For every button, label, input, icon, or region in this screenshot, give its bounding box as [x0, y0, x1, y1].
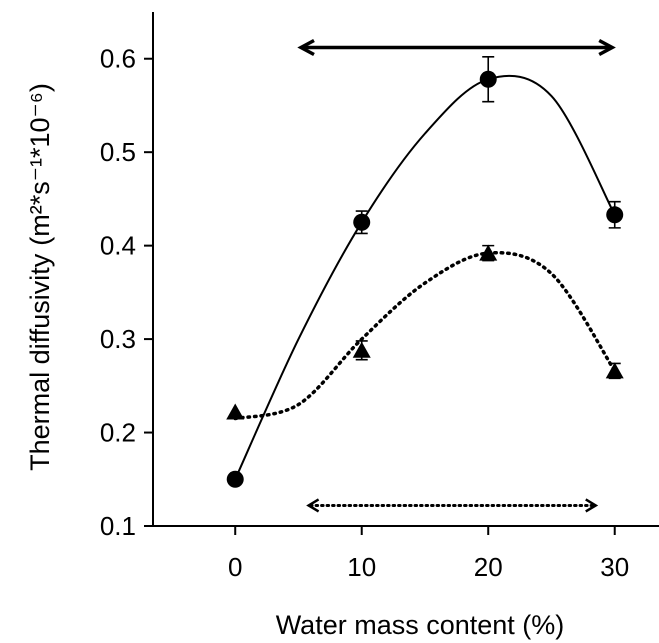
x-tick-label-3: 30 — [600, 552, 629, 582]
point-triangle-2 — [479, 244, 498, 261]
y-tick-labels: 0.1 0.2 0.3 0.4 0.5 0.6 — [100, 44, 136, 541]
tick-marks — [144, 57, 616, 535]
axes — [152, 12, 659, 527]
y-axis-title: Thermal diffusivity (m²*s⁻¹*10⁻⁶) — [25, 83, 55, 471]
range-arrow-head-left-1 — [306, 498, 320, 513]
fit-curves — [233, 74, 617, 480]
point-triangle-3 — [605, 362, 624, 379]
x-tick-label-2: 20 — [474, 552, 503, 582]
y-axis-title-main: Thermal diffusivity — [25, 253, 55, 471]
x-tick-label-1: 10 — [347, 552, 376, 582]
data-points — [226, 70, 624, 488]
y-tick-label-5: 0.6 — [100, 44, 136, 74]
fit-curve-0 — [234, 74, 616, 480]
y-tick-label-1: 0.2 — [100, 418, 136, 448]
y-axis-title-unit: (m²*s⁻¹*10⁻⁶) — [25, 83, 55, 246]
x-tick-labels: 0 10 20 30 — [228, 552, 629, 582]
range-arrows — [297, 38, 616, 513]
point-triangle-1 — [352, 341, 371, 358]
point-circle-0 — [226, 470, 244, 488]
y-tick-label-0: 0.1 — [100, 511, 136, 541]
point-triangle-0 — [226, 403, 245, 420]
point-circle-1 — [353, 213, 371, 231]
point-circle-2 — [479, 70, 497, 88]
range-arrow-head-right-1 — [585, 498, 599, 513]
x-tick-label-0: 0 — [228, 552, 242, 582]
y-tick-label-4: 0.5 — [100, 137, 136, 167]
fit-curve-1 — [233, 251, 617, 421]
range-arrow-head-left-0 — [297, 38, 315, 57]
y-tick-label-2: 0.3 — [100, 324, 136, 354]
error-bars — [355, 56, 621, 380]
range-arrow-head-right-0 — [598, 38, 616, 57]
point-circle-3 — [606, 206, 624, 224]
y-tick-label-3: 0.4 — [100, 231, 136, 261]
x-axis-title: Water mass content (%) — [276, 610, 565, 640]
